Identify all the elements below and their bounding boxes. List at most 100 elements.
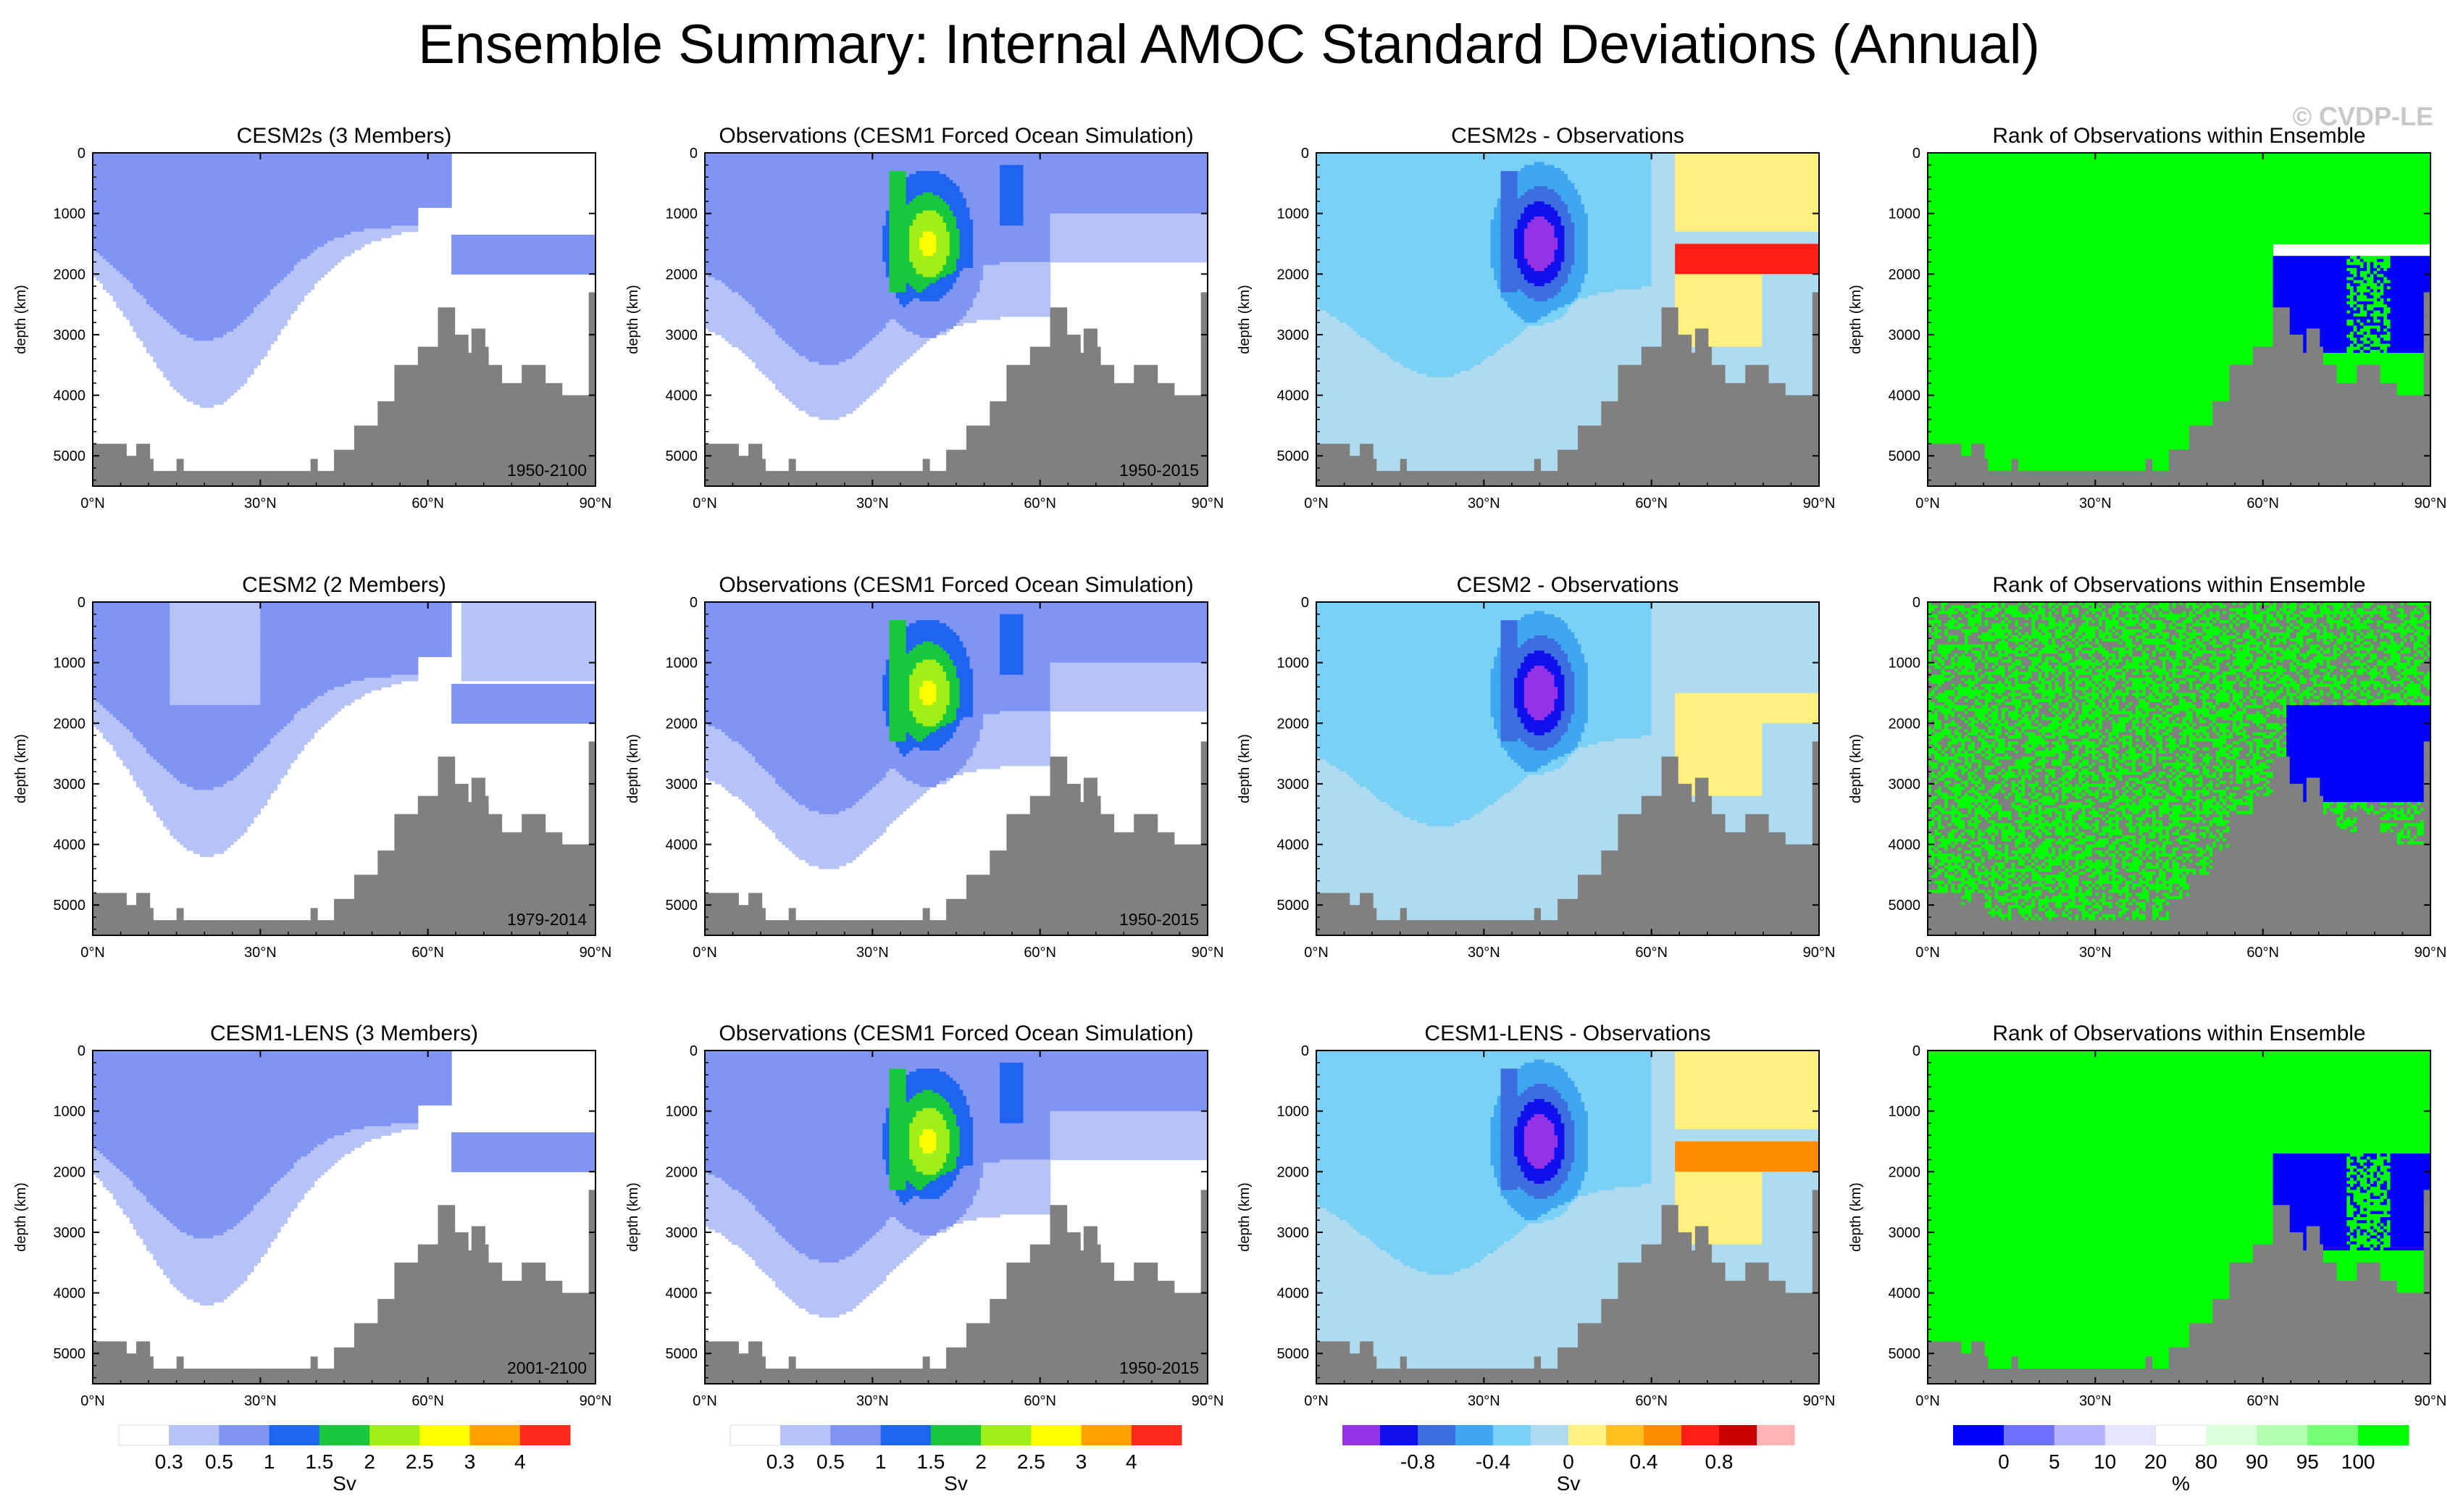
field-cell — [1762, 292, 1813, 296]
field-cell — [1500, 171, 1518, 175]
y-tick-label: 2000 — [666, 267, 698, 283]
field-cell — [882, 328, 907, 333]
field-cell — [1410, 367, 1471, 372]
field-cell — [788, 464, 796, 469]
field-cell — [2293, 611, 2301, 615]
field-cell — [290, 271, 328, 275]
field-cell — [1521, 213, 1558, 217]
field-cell — [906, 732, 910, 736]
field-cell — [2005, 620, 2009, 624]
field-cell — [1651, 717, 1676, 721]
field-cell — [936, 243, 950, 248]
field-cell — [1514, 310, 1552, 314]
field-cell — [839, 362, 903, 366]
field-cell — [1934, 608, 1942, 612]
field-cell — [738, 292, 897, 296]
field-cell — [1507, 753, 1565, 757]
field-cell — [949, 177, 1000, 181]
field-cell — [1083, 787, 1098, 790]
field-cell — [2289, 313, 2354, 317]
field-cell — [1497, 204, 1501, 208]
field-cell — [1500, 638, 1518, 642]
field-cell — [936, 246, 950, 251]
field-cell — [1316, 271, 1495, 275]
field-cell — [1762, 769, 1813, 772]
field-cell — [1500, 687, 1515, 690]
field-cell — [1584, 656, 1652, 661]
field-cell — [136, 895, 151, 900]
field-cell — [170, 632, 261, 636]
field-cell — [1558, 192, 1579, 196]
field-cell — [1517, 674, 1529, 679]
field-cell — [1029, 805, 1101, 809]
field-cell — [1928, 395, 2230, 399]
field-cell — [93, 264, 114, 269]
field-cell — [708, 274, 887, 278]
field-cell — [2099, 614, 2103, 618]
field-cell — [1812, 747, 1819, 751]
field-cell — [2011, 620, 2015, 624]
field-cell — [2423, 614, 2430, 618]
field-cell — [889, 708, 910, 712]
y-tick-label: 2000 — [54, 267, 86, 283]
field-cell — [1951, 617, 1955, 621]
field-cell — [1400, 916, 1408, 921]
field-cell — [1651, 264, 1676, 269]
field-cell — [1587, 708, 1652, 712]
field-cell — [808, 808, 846, 812]
field-cell — [2303, 346, 2307, 351]
field-cell — [236, 774, 285, 779]
field-cell — [93, 449, 127, 454]
field-cell — [2169, 608, 2194, 612]
field-cell — [1708, 341, 1763, 345]
field-cell — [990, 413, 1208, 417]
field-cell — [588, 338, 595, 341]
field-cell — [1571, 750, 1575, 754]
x-tick-label: 60°N — [1024, 945, 1056, 961]
field-cell — [990, 410, 1208, 414]
field-cell — [976, 295, 1051, 299]
field-cell — [1651, 714, 1676, 718]
field-cell — [922, 914, 930, 918]
field-cell — [2359, 259, 2364, 263]
field-cell — [738, 741, 897, 745]
field-cell — [889, 216, 917, 220]
field-cell — [1928, 222, 2430, 226]
field-cell — [334, 914, 595, 918]
field-cell — [1050, 246, 1208, 251]
field-cell — [705, 464, 766, 469]
field-cell — [354, 893, 595, 897]
field-cell — [93, 213, 419, 217]
field-cell — [2363, 322, 2384, 326]
field-cell — [2128, 605, 2136, 609]
field-cell — [1587, 717, 1652, 721]
field-cell — [438, 777, 456, 782]
field-cell — [176, 914, 184, 918]
field-cell — [1531, 669, 1548, 672]
field-cell — [1316, 346, 1377, 351]
field-cell — [2303, 614, 2324, 618]
field-cell — [1564, 708, 1575, 712]
field-cell — [2357, 298, 2378, 302]
field-cell — [1050, 677, 1208, 682]
field-cell — [1517, 635, 1535, 639]
field-cell — [2135, 608, 2143, 612]
field-cell — [180, 841, 234, 845]
field-cell — [1651, 189, 1676, 193]
field-cell — [1554, 277, 1568, 281]
field-cell — [2246, 611, 2254, 615]
field-cell — [1500, 189, 1518, 193]
field-cell — [2296, 608, 2307, 612]
field-cell — [99, 280, 130, 284]
field-cell — [882, 259, 890, 263]
field-cell — [966, 895, 1208, 900]
field-cell — [909, 234, 924, 238]
field-cell — [969, 307, 1051, 312]
field-cell — [2357, 292, 2361, 296]
field-cell — [176, 838, 238, 842]
field-cell — [451, 705, 595, 709]
field-cell — [2269, 605, 2277, 609]
field-cell — [2075, 602, 2079, 606]
field-cell — [1692, 793, 1696, 797]
field-cell — [889, 644, 907, 648]
